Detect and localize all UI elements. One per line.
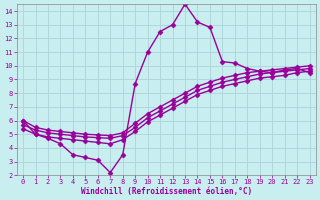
X-axis label: Windchill (Refroidissement éolien,°C): Windchill (Refroidissement éolien,°C) xyxy=(81,187,252,196)
